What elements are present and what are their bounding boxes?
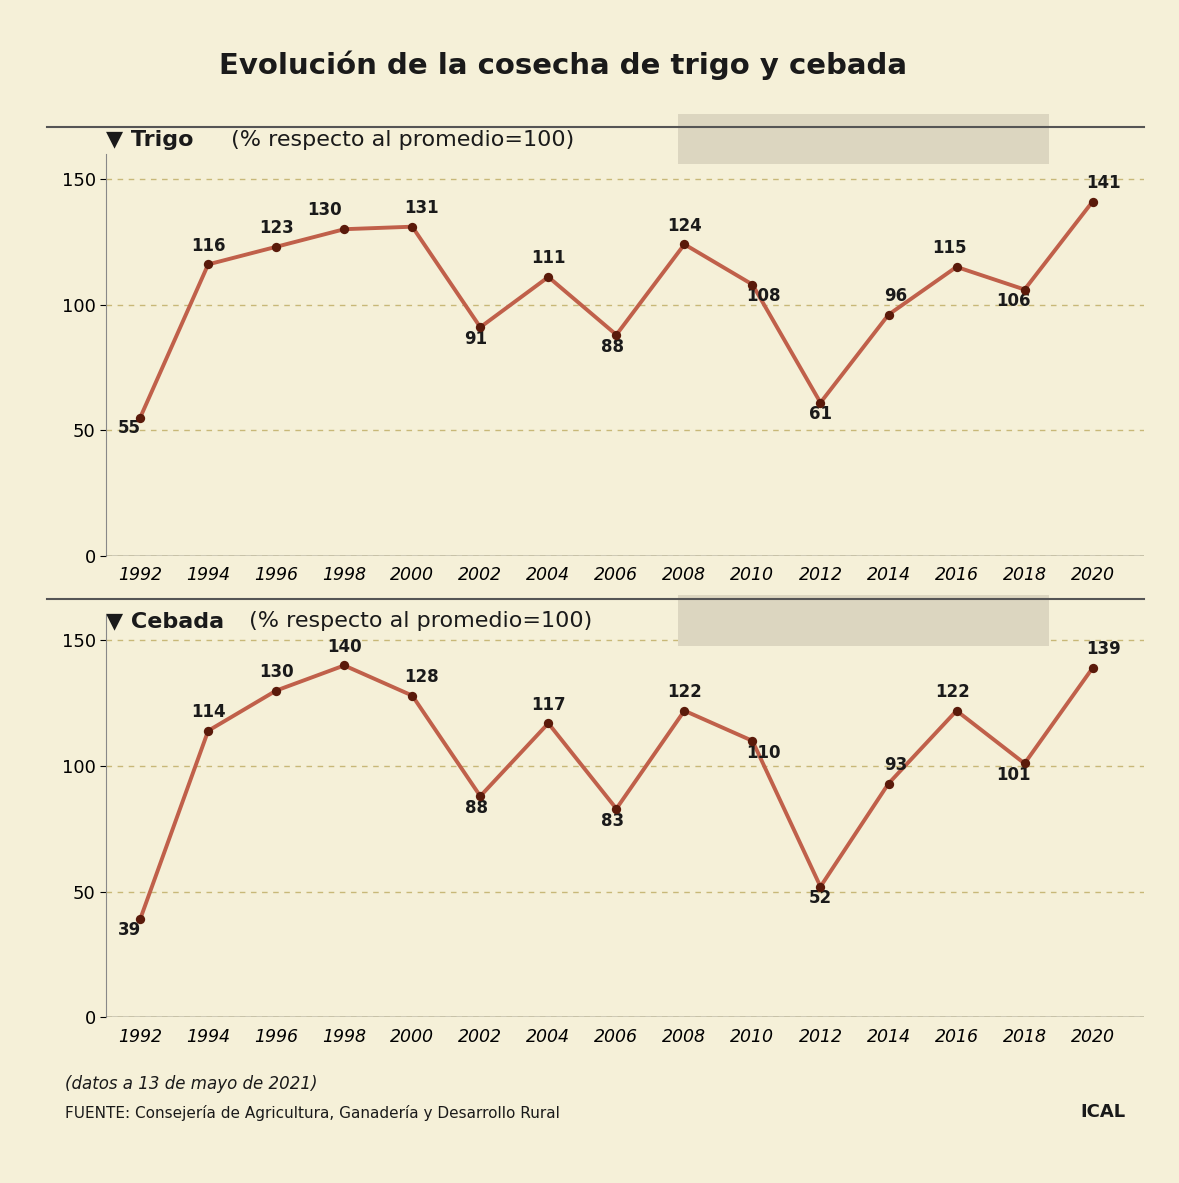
Text: 130: 130 [259, 662, 294, 681]
Point [199, 256, 218, 274]
Text: 140: 140 [327, 638, 362, 655]
Text: 88: 88 [465, 799, 488, 817]
Text: 139: 139 [1086, 640, 1121, 658]
Text: 122: 122 [935, 683, 970, 702]
Text: 96: 96 [884, 287, 907, 305]
Point [199, 722, 218, 741]
Text: 111: 111 [531, 250, 566, 267]
Point [1015, 280, 1034, 299]
Point [1084, 192, 1102, 211]
Text: 101: 101 [996, 767, 1030, 784]
Text: 123: 123 [259, 219, 294, 237]
Text: ▼ Trigo: ▼ Trigo [106, 130, 193, 149]
Text: 130: 130 [308, 201, 342, 220]
Point [403, 218, 422, 237]
Text: ICAL: ICAL [1081, 1104, 1126, 1121]
Point [335, 655, 354, 674]
Text: 91: 91 [465, 330, 488, 348]
Point [335, 220, 354, 239]
Text: 108: 108 [746, 287, 780, 305]
Point [743, 731, 762, 750]
Text: 117: 117 [531, 696, 566, 713]
Text: 110: 110 [746, 744, 780, 762]
Point [947, 258, 966, 277]
Text: 122: 122 [667, 683, 702, 702]
Text: 128: 128 [404, 668, 440, 686]
Text: 116: 116 [191, 237, 225, 254]
Text: 39: 39 [118, 920, 140, 939]
Text: 115: 115 [943, 610, 987, 631]
Text: 124: 124 [667, 216, 702, 234]
Point [403, 686, 422, 705]
Point [1015, 754, 1034, 772]
Text: 88: 88 [600, 337, 624, 356]
Point [811, 878, 830, 897]
Text: FUENTE: Consejería de Agricultura, Ganadería y Desarrollo Rural: FUENTE: Consejería de Agricultura, Ganad… [65, 1105, 560, 1121]
Text: 83: 83 [600, 812, 624, 829]
Point [1084, 659, 1102, 678]
Point [470, 787, 489, 806]
Text: 61: 61 [809, 406, 832, 424]
Text: ▼ Cebada: ▼ Cebada [106, 612, 224, 631]
Text: Evolución de la cosecha de trigo y cebada: Evolución de la cosecha de trigo y cebad… [218, 51, 907, 80]
Point [880, 774, 898, 793]
Point [743, 276, 762, 295]
Point [880, 305, 898, 324]
Point [266, 238, 285, 257]
Text: 114: 114 [943, 129, 987, 149]
Text: (% respecto al promedio=100): (% respecto al promedio=100) [242, 612, 592, 631]
Point [131, 910, 150, 929]
Point [266, 681, 285, 700]
Point [470, 318, 489, 337]
Point [539, 713, 558, 732]
Text: 106: 106 [996, 292, 1030, 310]
Point [607, 325, 626, 344]
Text: 141: 141 [1086, 174, 1121, 192]
Text: (% respecto al promedio=100): (% respecto al promedio=100) [224, 130, 574, 149]
Text: 131: 131 [404, 199, 440, 216]
Text: 115: 115 [933, 239, 967, 257]
Point [539, 267, 558, 286]
Point [607, 800, 626, 819]
Point [674, 234, 693, 253]
Text: 114: 114 [191, 703, 225, 722]
Text: Previsión 2021:: Previsión 2021: [693, 610, 861, 631]
Text: (datos a 13 de mayo de 2021): (datos a 13 de mayo de 2021) [65, 1075, 317, 1093]
Point [947, 702, 966, 720]
Point [131, 408, 150, 427]
Text: 52: 52 [809, 890, 832, 907]
Point [674, 702, 693, 720]
Text: Previsión 2021:: Previsión 2021: [693, 129, 861, 149]
Text: 93: 93 [884, 756, 907, 774]
Text: 55: 55 [118, 419, 140, 438]
Point [811, 393, 830, 412]
